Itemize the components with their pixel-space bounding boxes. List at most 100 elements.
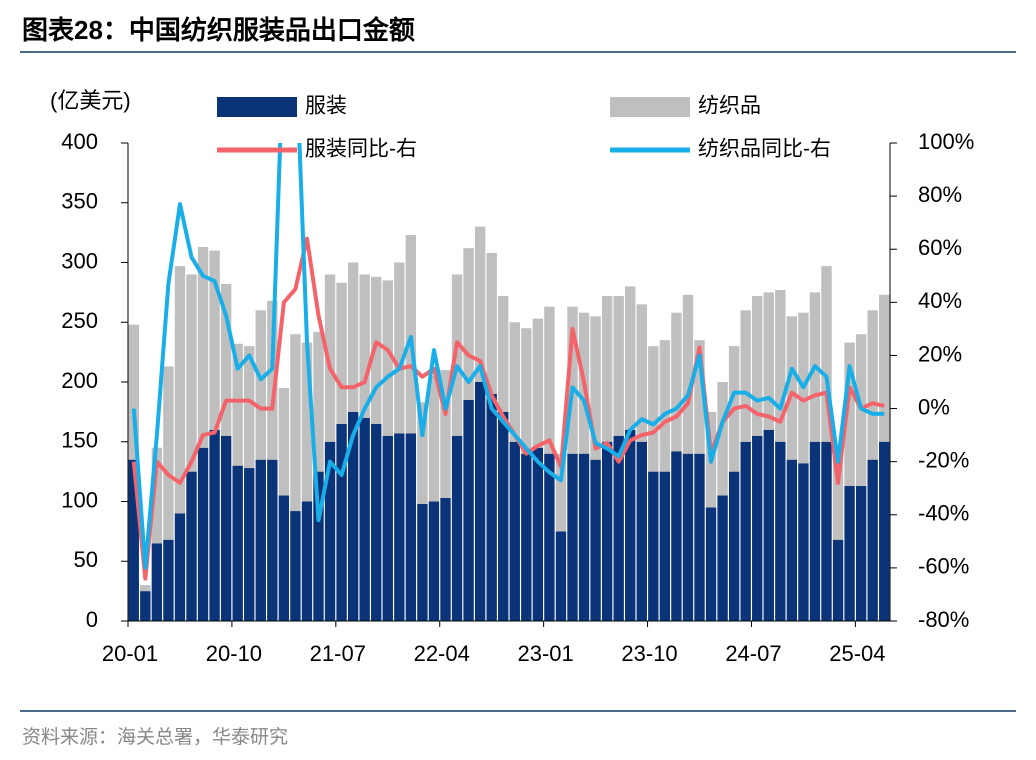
y-tick-label: 150 (61, 428, 98, 453)
legend-label: 纺织品同比-右 (698, 138, 831, 161)
bar (151, 543, 163, 621)
bar (140, 585, 151, 592)
y-tick-label: 0 (86, 607, 98, 632)
bar (752, 435, 763, 621)
bar (128, 324, 139, 460)
bar (509, 322, 520, 442)
bar (717, 382, 728, 496)
bar (151, 447, 163, 544)
bar (267, 300, 278, 460)
bar (174, 266, 186, 514)
bar (163, 366, 174, 540)
x-tick-label: 24-07 (725, 641, 781, 666)
y-tick-label: 100 (61, 487, 98, 512)
bar (717, 495, 728, 621)
bar (763, 292, 774, 430)
bar (174, 513, 186, 621)
bar (301, 342, 313, 502)
legend-swatch (217, 97, 297, 117)
bar (405, 235, 417, 434)
bar (775, 441, 786, 621)
y2-tick-label: -80% (918, 607, 969, 632)
bar (555, 531, 567, 621)
bar (844, 485, 855, 621)
bar (255, 459, 266, 621)
bar (278, 495, 290, 621)
y2-tick-label: 80% (918, 182, 962, 207)
bar (324, 274, 336, 442)
bar (244, 346, 255, 469)
legend-label: 纺织品 (698, 95, 761, 118)
bar (186, 274, 197, 472)
bar (417, 402, 428, 504)
bar (451, 435, 463, 621)
y2-tick-label: -20% (918, 447, 969, 472)
bar (232, 465, 243, 621)
bar (601, 295, 613, 442)
legend-label: 服装 (305, 95, 347, 118)
bar (486, 393, 497, 621)
legend-swatch (610, 97, 690, 117)
bar (613, 295, 624, 436)
bar (740, 441, 751, 621)
y2-tick-label: -60% (918, 554, 969, 579)
plot-area (128, 143, 890, 621)
bar (763, 429, 774, 621)
bar (428, 501, 440, 621)
bar (186, 471, 197, 621)
source: 资料来源：海关总署，华泰研究 (22, 726, 288, 748)
y2-tick-label: 100% (918, 129, 974, 154)
bar (544, 306, 555, 454)
bar (682, 453, 694, 621)
bar (474, 382, 486, 621)
y2-tick-label: 60% (918, 235, 962, 260)
bar (220, 435, 232, 621)
bar (555, 453, 567, 532)
bar (509, 441, 520, 621)
bar (209, 250, 220, 430)
bar (347, 411, 359, 621)
bar (163, 539, 174, 621)
bar (486, 252, 497, 394)
y2-tick-label: 40% (918, 288, 962, 313)
bar (301, 501, 313, 621)
bar (682, 294, 694, 454)
bar (648, 471, 659, 621)
bar (474, 226, 486, 382)
bar (821, 266, 832, 442)
bar (728, 471, 740, 621)
y-tick-label: 50 (74, 547, 98, 572)
y-tick-label: 200 (61, 368, 98, 393)
bar (324, 441, 336, 621)
y-tick-label: 250 (61, 308, 98, 333)
y-tick-label: 300 (61, 248, 98, 273)
bar (371, 423, 382, 621)
bar (740, 310, 751, 442)
bar (382, 435, 393, 621)
bar (440, 497, 451, 621)
y-tick-label: 350 (61, 189, 98, 214)
bar (313, 471, 324, 621)
bar (636, 304, 647, 442)
bar (278, 387, 290, 496)
bar (405, 433, 417, 621)
bar (463, 399, 474, 621)
x-tick-label: 20-10 (206, 641, 262, 666)
bar (590, 459, 601, 621)
y-axis-label: (亿美元) (50, 88, 131, 113)
bar (879, 441, 890, 621)
y2-tick-label: 20% (918, 341, 962, 366)
bar (752, 295, 763, 436)
bar (832, 539, 844, 621)
bar (648, 346, 659, 472)
bar (855, 485, 867, 621)
bar (232, 343, 243, 466)
bar (821, 441, 832, 621)
bar (220, 284, 232, 436)
bar (636, 441, 647, 621)
bar (359, 417, 370, 621)
bar (590, 316, 601, 460)
bar (625, 429, 636, 621)
y2-tick-label: -40% (918, 501, 969, 526)
